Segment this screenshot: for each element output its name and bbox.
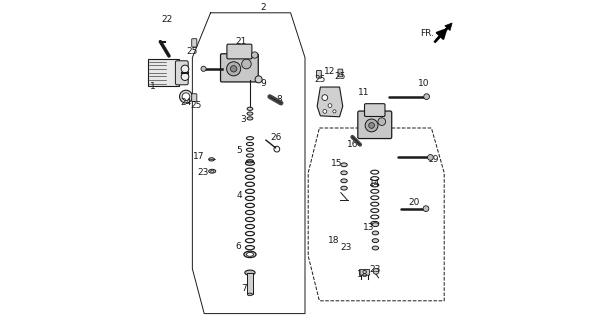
FancyBboxPatch shape	[365, 104, 385, 116]
Polygon shape	[317, 87, 343, 117]
Circle shape	[181, 73, 189, 81]
Ellipse shape	[247, 117, 253, 120]
Text: 4: 4	[237, 191, 242, 200]
Text: FR.: FR.	[420, 29, 434, 38]
Text: 25: 25	[315, 76, 326, 84]
FancyBboxPatch shape	[192, 39, 197, 47]
Ellipse shape	[246, 252, 254, 256]
Circle shape	[322, 95, 328, 100]
Circle shape	[423, 206, 429, 212]
Circle shape	[428, 155, 433, 160]
Circle shape	[365, 119, 378, 132]
FancyBboxPatch shape	[338, 69, 343, 77]
Text: 12: 12	[325, 67, 336, 76]
Text: 8: 8	[276, 95, 282, 104]
Text: 23: 23	[198, 168, 209, 177]
Circle shape	[373, 268, 379, 274]
FancyBboxPatch shape	[148, 59, 179, 86]
FancyBboxPatch shape	[176, 61, 188, 85]
Text: 7: 7	[242, 284, 247, 293]
Text: 6: 6	[235, 242, 241, 251]
FancyBboxPatch shape	[192, 94, 197, 101]
Ellipse shape	[244, 251, 256, 258]
Circle shape	[255, 76, 262, 83]
Circle shape	[181, 65, 189, 73]
Circle shape	[231, 66, 237, 72]
Ellipse shape	[209, 158, 215, 161]
Circle shape	[368, 123, 375, 128]
Text: 22: 22	[161, 15, 173, 24]
Text: 21: 21	[235, 37, 246, 46]
Text: 20: 20	[408, 198, 420, 207]
Ellipse shape	[247, 112, 253, 115]
Circle shape	[328, 104, 332, 108]
Text: 2: 2	[260, 4, 265, 12]
Text: 18: 18	[357, 270, 368, 279]
FancyArrow shape	[434, 23, 452, 43]
Circle shape	[226, 62, 241, 76]
Text: 25: 25	[187, 47, 198, 56]
Circle shape	[179, 90, 192, 103]
Ellipse shape	[341, 186, 347, 190]
Text: 25: 25	[334, 72, 345, 81]
Text: 9: 9	[260, 79, 265, 88]
Circle shape	[251, 52, 258, 58]
Ellipse shape	[341, 163, 347, 167]
FancyBboxPatch shape	[227, 44, 252, 59]
FancyBboxPatch shape	[358, 111, 392, 139]
Ellipse shape	[210, 170, 214, 172]
Ellipse shape	[245, 270, 255, 275]
Circle shape	[242, 59, 251, 69]
Text: 1: 1	[150, 82, 156, 91]
Circle shape	[333, 110, 336, 113]
Text: 5: 5	[237, 146, 242, 155]
Ellipse shape	[341, 179, 347, 183]
Text: 23: 23	[340, 244, 351, 252]
Text: 26: 26	[270, 133, 281, 142]
Ellipse shape	[248, 293, 253, 296]
Text: 11: 11	[359, 88, 370, 97]
Text: 16: 16	[346, 140, 358, 149]
Ellipse shape	[247, 107, 253, 110]
Circle shape	[424, 94, 429, 100]
FancyBboxPatch shape	[317, 70, 321, 78]
FancyBboxPatch shape	[221, 54, 258, 82]
Text: 14: 14	[369, 179, 381, 188]
Text: 3: 3	[241, 116, 246, 124]
Text: 13: 13	[363, 223, 375, 232]
Circle shape	[378, 118, 386, 125]
Text: 24: 24	[181, 98, 192, 107]
Circle shape	[323, 109, 327, 113]
Text: 19: 19	[428, 156, 439, 164]
FancyBboxPatch shape	[359, 269, 370, 275]
Text: 15: 15	[331, 159, 342, 168]
Text: 18: 18	[328, 236, 340, 245]
Text: 17: 17	[193, 152, 204, 161]
Ellipse shape	[341, 171, 347, 175]
Text: 25: 25	[190, 101, 201, 110]
Ellipse shape	[372, 239, 379, 243]
Ellipse shape	[209, 169, 216, 173]
FancyBboxPatch shape	[248, 273, 253, 294]
Ellipse shape	[372, 231, 379, 235]
Ellipse shape	[372, 223, 379, 227]
Circle shape	[182, 93, 190, 100]
Text: 10: 10	[418, 79, 429, 88]
Text: 23: 23	[370, 265, 381, 274]
Circle shape	[201, 66, 206, 71]
Ellipse shape	[372, 246, 379, 250]
